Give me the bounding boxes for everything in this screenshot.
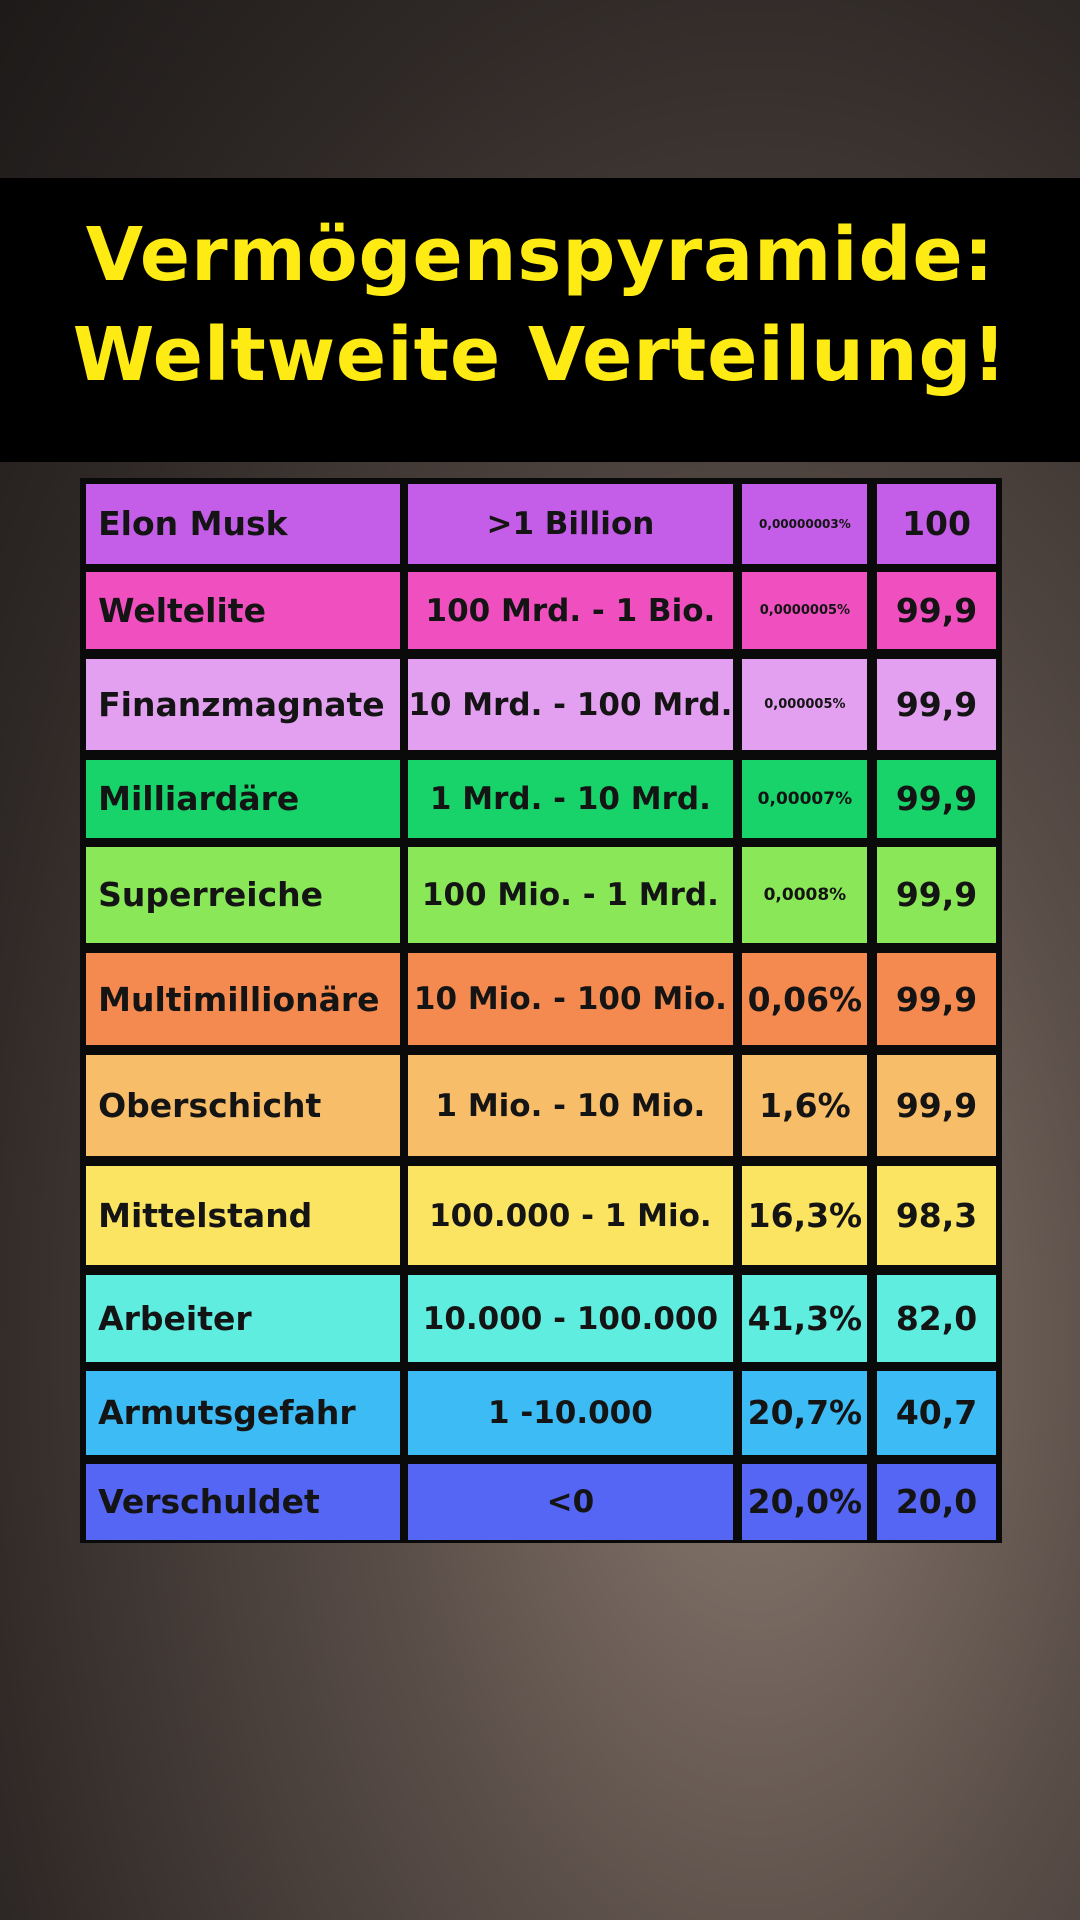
- table-cell: Milliardäre: [86, 759, 400, 838]
- table-cell: Superreiche: [86, 846, 400, 944]
- table-cell: 0,0008%: [742, 846, 868, 944]
- table-cell: 99,9: [877, 659, 996, 750]
- table-cell: 0,000005%: [742, 659, 868, 750]
- table-cell: 0,00000003%: [742, 484, 868, 564]
- table-cell: 1 Mrd. - 10 Mrd.: [408, 759, 733, 838]
- table-cell: 0,00007%: [742, 759, 868, 838]
- table-cell: 98,3: [877, 1166, 996, 1266]
- table-cell: 82,0: [877, 1275, 996, 1363]
- table-cell: 10.000 - 100.000: [408, 1275, 733, 1363]
- table-cell: 20,0: [877, 1463, 996, 1540]
- table-cell: 99,9: [877, 846, 996, 944]
- table-cell: Finanzmagnate: [86, 659, 400, 750]
- table-cell: Armutsgefahr: [86, 1370, 400, 1456]
- title-bar: Vermögenspyramide: Weltweite Verteilung!: [0, 178, 1080, 462]
- table-cell: 99,9: [877, 572, 996, 650]
- table-cell: 40,7: [877, 1370, 996, 1456]
- table-cell: Arbeiter: [86, 1275, 400, 1363]
- table-cell: 1,6%: [742, 1054, 868, 1157]
- table-cell: 99,9: [877, 759, 996, 838]
- table-cell: 16,3%: [742, 1166, 868, 1266]
- table-cell: Oberschicht: [86, 1054, 400, 1157]
- table-cell: >1 Billion: [408, 484, 733, 564]
- table-cell: Elon Musk: [86, 484, 400, 564]
- table-cell: 0,06%: [742, 953, 868, 1045]
- table-cell: 1 Mio. - 10 Mio.: [408, 1054, 733, 1157]
- table-cell: 41,3%: [742, 1275, 868, 1363]
- table-cell: 20,7%: [742, 1370, 868, 1456]
- table-cell: 20,0%: [742, 1463, 868, 1540]
- table-cell: 10 Mio. - 100 Mio.: [408, 953, 733, 1045]
- table-cell: 100 Mrd. - 1 Bio.: [408, 572, 733, 650]
- table-cell: Multimillionäre: [86, 953, 400, 1045]
- table-cell: 100 Mio. - 1 Mrd.: [408, 846, 733, 944]
- table-cell: 10 Mrd. - 100 Mrd.: [408, 659, 733, 750]
- table-cell: Weltelite: [86, 572, 400, 650]
- table-cell: Verschuldet: [86, 1463, 400, 1540]
- table: Elon Musk >1 Billion 0,00000003% 100 Welteli…: [80, 478, 1002, 1543]
- table-cell: 99,9: [877, 953, 996, 1045]
- table-cell: 0,0000005%: [742, 572, 868, 650]
- table-cell: <0: [408, 1463, 733, 1540]
- table-cell: 100.000 - 1 Mio.: [408, 1166, 733, 1266]
- title-line: Vermögenspyramide:: [85, 212, 995, 298]
- table-cell: 100: [877, 484, 996, 564]
- table-cell: 99,9: [877, 1054, 996, 1157]
- table-cell: Mittelstand: [86, 1166, 400, 1266]
- table-cell: 1 -10.000: [408, 1370, 733, 1456]
- title-line: Weltweite Verteilung!: [72, 312, 1008, 398]
